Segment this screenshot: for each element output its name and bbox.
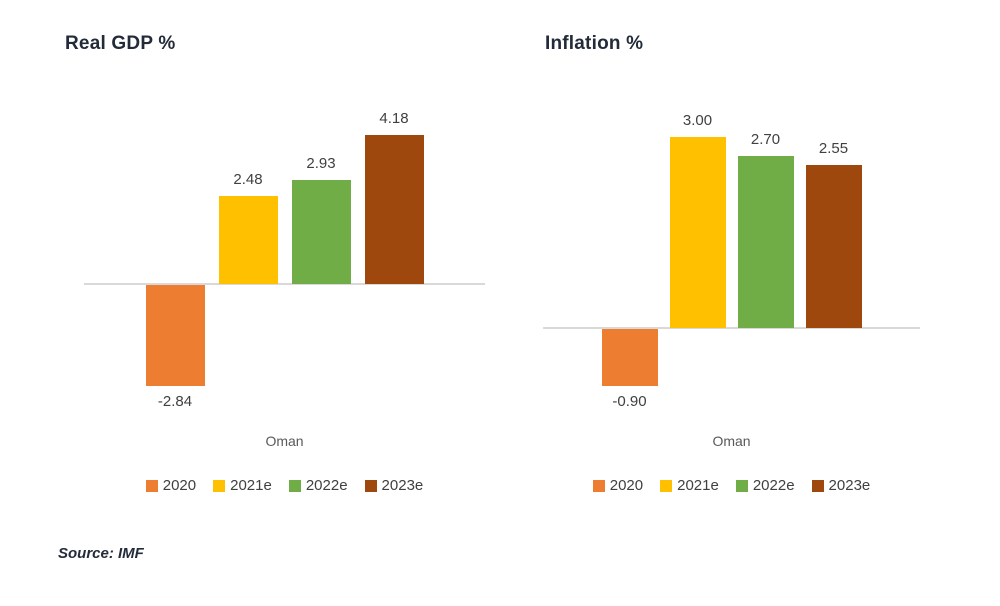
legend-label: 2020 (609, 477, 644, 494)
legend-swatch-icon (288, 479, 301, 492)
bar-value-label: 4.18 (379, 110, 409, 128)
x-axis-line (84, 282, 485, 285)
bar-2020 (601, 328, 658, 386)
legend-label: 2021e (230, 477, 272, 494)
chart-real-gdp: Real GDP % -2.84 2.48 2.93 4.18 Oman 2020 20… (0, 0, 500, 540)
legend-label: 2020 (162, 477, 197, 494)
bar-2023e (805, 165, 862, 328)
bar-value-label: 3.00 (682, 111, 713, 129)
legend-item-2020: 2020 (592, 477, 644, 494)
x-axis-line (543, 326, 920, 329)
bar-value-label: 2.55 (818, 140, 849, 158)
chart-title: Real GDP % (65, 33, 176, 54)
legend: 2020 2021e 2022e 2023e (543, 477, 920, 494)
legend: 2020 2021e 2022e 2023e (84, 477, 485, 494)
chart-title: Inflation % (545, 33, 644, 54)
chart-inflation: Inflation % -0.90 3.00 2.70 2.55 Oman 2020 2… (500, 0, 1000, 540)
source-note: Source: IMF (58, 545, 144, 562)
legend-label: 2023e (381, 477, 424, 494)
legend-label: 2022e (752, 477, 795, 494)
legend-label: 2021e (677, 477, 719, 494)
legend-label: 2022e (305, 477, 348, 494)
legend-swatch-icon (735, 479, 748, 492)
legend-swatch-icon (364, 479, 377, 492)
bar-2020 (145, 284, 205, 386)
legend-swatch-icon (592, 479, 605, 492)
x-axis-category-label: Oman (265, 433, 304, 449)
legend-item-2022e: 2022e (288, 477, 348, 494)
bar-value-label: -2.84 (157, 392, 193, 410)
bar-2022e (291, 179, 351, 284)
legend-item-2023e: 2023e (364, 477, 424, 494)
bar-group: -2.84 2.48 2.93 4.18 (84, 106, 485, 426)
bar-value-label: 2.48 (233, 170, 263, 188)
bar-group: -0.90 3.00 2.70 2.55 (543, 105, 920, 423)
legend-item-2021e: 2021e (660, 477, 719, 494)
legend-item-2021e: 2021e (213, 477, 272, 494)
legend-swatch-icon (145, 479, 158, 492)
bar-value-label: 2.93 (306, 154, 336, 172)
bar-2021e (218, 195, 278, 284)
bar-2022e (737, 155, 794, 328)
bar-2021e (669, 136, 726, 328)
legend-item-2020: 2020 (145, 477, 197, 494)
bar-value-label: -0.90 (612, 392, 647, 410)
legend-swatch-icon (660, 479, 673, 492)
legend-item-2023e: 2023e (811, 477, 871, 494)
legend-swatch-icon (213, 479, 226, 492)
legend-swatch-icon (811, 479, 824, 492)
legend-item-2022e: 2022e (735, 477, 795, 494)
plot-area: -2.84 2.48 2.93 4.18 (84, 106, 485, 426)
x-axis-category-label: Oman (712, 433, 751, 449)
plot-area: -0.90 3.00 2.70 2.55 (543, 105, 920, 423)
bar-value-label: 2.70 (750, 130, 781, 148)
bar-2023e (364, 135, 424, 284)
legend-label: 2023e (828, 477, 871, 494)
